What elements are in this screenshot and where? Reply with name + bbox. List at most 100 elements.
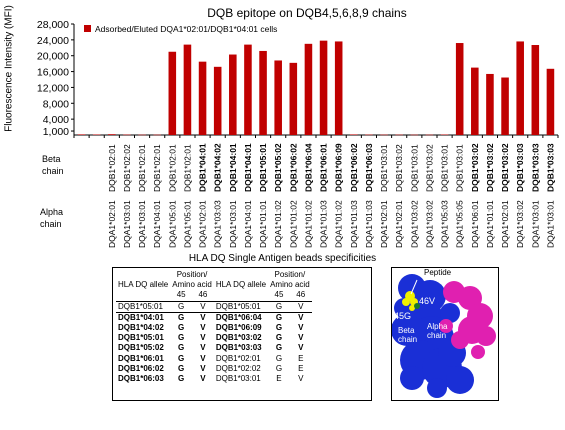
allele-table-body: DQB1*05:01 G V DQB1*05:01 G V DQB1*04:01 G V DQB1…	[116, 301, 312, 384]
table-cell-a2-46: E	[298, 363, 304, 373]
table-cell-a1: DQB1*05:02	[118, 343, 164, 353]
beta-chain-tick-label: DQB1*03:01	[440, 144, 450, 192]
table-row: DQB1*05:01 G V DQB1*05:01 G V	[116, 301, 312, 312]
beta-chain-tick-label: DQB1*02:01	[107, 144, 117, 192]
table-header-45-b: 45	[268, 290, 290, 302]
alpha-chain-tick-label: DQA1*03:01	[530, 200, 540, 248]
table-row: DQB1*06:02 G V DQB1*02:02 G E	[116, 364, 312, 374]
alpha-chain-tick-label: DQA1*03:01	[545, 200, 555, 248]
alpha-chain-tick-label: DQA1*05:01	[167, 200, 177, 248]
legend-swatch	[84, 25, 91, 32]
beta-chain-tick-label: DQB1*02:01	[137, 144, 147, 192]
alpha-chain-tick-label: DQA1*01:03	[319, 200, 329, 248]
bar	[380, 134, 388, 136]
beta-structure-line2: chain	[398, 335, 418, 344]
beta-chain-tick-label: DQB1*04:02	[213, 143, 223, 192]
table-cell-a2: DQB1*02:02	[215, 363, 261, 373]
table-row: DQB1*06:03 G V DQB1*03:01 E V	[116, 374, 312, 384]
table-cell-a2-45: G	[275, 301, 283, 311]
alpha-row-label-line2: chain	[40, 219, 62, 229]
table-cell-a1: DQB1*06:02	[118, 363, 164, 373]
beta-chain-tick-label: DQB1*04:01	[243, 143, 253, 192]
bar	[123, 134, 131, 136]
y-tick-label: 16,000	[37, 67, 69, 79]
beta-chain-tick-label: DQB1*02:01	[182, 144, 192, 192]
alpha-chain-tick-label: DQA1*02:01	[394, 200, 404, 248]
pos45-label: 45G	[394, 311, 412, 321]
bar	[486, 73, 494, 135]
alpha-structure-line2: chain	[427, 331, 447, 340]
table-cell-a2-45: G	[268, 311, 290, 323]
table-cell-a2: DQB1*03:03	[215, 343, 262, 353]
alpha-chain-tick-label: DQA1*01:03	[349, 200, 359, 248]
pos46-label: 46V	[419, 296, 436, 306]
bar	[244, 44, 252, 135]
table-header-blank-2	[213, 290, 269, 302]
beta-chain-tick-label: DQB1*03:02	[500, 143, 510, 192]
table-header-allele-1	[116, 270, 170, 280]
alpha-chain-tick-label: DQA1*01:02	[334, 200, 344, 248]
bar	[259, 50, 267, 136]
table-header-position-2: Position/	[274, 270, 306, 280]
table-cell-a1-45: G	[178, 353, 185, 363]
alpha-chain-tick-label: DQA1*05:03	[440, 200, 450, 248]
beta-row-label-line2: chain	[42, 166, 64, 176]
alpha-chain-tick-label: DQA1*03:02	[424, 200, 434, 248]
beta-chain-tick-label: DQB1*03:01	[455, 144, 465, 192]
bar	[546, 68, 555, 135]
beta-chain-surface	[400, 366, 424, 390]
table-cell-a1-46: V	[200, 343, 206, 353]
alpha-chain-tick-label: DQA1*03:02	[515, 200, 525, 248]
bar	[168, 51, 177, 135]
beta-chain-tick-label: DQB1*04:01	[198, 143, 208, 192]
bar	[138, 134, 146, 136]
alpha-chain-tick-label: DQA1*01:02	[303, 200, 313, 248]
table-cell-a2-45: G	[275, 363, 283, 373]
bar	[92, 134, 101, 136]
beta-chain-tick-label: DQB1*03:02	[485, 143, 495, 192]
table-cell-a2-46: V	[289, 311, 312, 323]
legend: Adsorbed/Eluted DQA1*02:01/DQB1*04:01 ce…	[84, 24, 277, 34]
bar	[531, 45, 540, 136]
peptide-label: Peptide	[424, 268, 452, 277]
table-cell-a2: DQB1*03:01	[215, 373, 261, 383]
beta-chain-tick-label: DQB1*03:01	[379, 144, 389, 192]
y-tick-label: 24,000	[37, 35, 69, 47]
beta-chain-tick-label: DQB1*03:01	[409, 144, 419, 192]
table-header-46-a: 46	[192, 290, 214, 302]
beta-chain-tick-label: DQB1*02:01	[152, 144, 162, 192]
table-row: DQB1*04:01 G V DQB1*06:04 G V	[116, 311, 312, 323]
beta-chain-tick-label: DQB1*03:02	[394, 144, 404, 192]
table-row: DQB1*06:01 G V DQB1*02:01 G E	[116, 354, 312, 364]
beta-chain-tick-label: DQB1*05:01	[258, 143, 268, 192]
bar	[213, 66, 222, 135]
beta-chain-tick-label: DQB1*06:02	[288, 143, 298, 192]
table-cell-a1-46: V	[200, 373, 206, 383]
table-cell-a1: DQB1*06:01	[118, 353, 164, 363]
alpha-chain-surface	[471, 345, 485, 359]
table-cell-a1-45: G	[178, 343, 185, 353]
table-cell-a2-46: V	[298, 343, 304, 353]
alpha-chain-tick-label: DQA1*03:03	[213, 200, 223, 248]
beta-chain-tick-label: DQB1*04:01	[228, 143, 238, 192]
table-row: DQB1*04:02 G V DQB1*06:09 G V	[116, 323, 312, 333]
beta-chain-tick-label: DQB1*03:03	[515, 143, 525, 192]
table-cell-a2-46: V	[298, 333, 304, 343]
table-cell-a2-46: E	[298, 353, 304, 363]
alpha-chain-tick-label: DQA1*04:01	[243, 200, 253, 248]
bar	[471, 67, 479, 135]
molecule-structure-image: Peptide 46V 45G Beta chain Alpha chain	[391, 267, 499, 401]
alpha-chain-tick-label: DQA1*01:01	[258, 200, 268, 248]
beta-chain-tick-label: DQB1*06:03	[364, 143, 374, 192]
alpha-chain-tick-label: DQA1*02:01	[198, 200, 208, 248]
bar	[77, 134, 86, 135]
y-tick-label: 12,000	[37, 82, 69, 94]
beta-chain-tick-label: DQB1*02:02	[122, 144, 132, 192]
table-cell-a1-45: G	[178, 301, 185, 311]
beta-chain-tick-label: DQB1*03:02	[470, 143, 480, 192]
alpha-chain-tick-label: DQA1*03:01	[228, 200, 238, 248]
alpha-chain-surface	[451, 331, 469, 349]
beta-chain-tick-label: DQB1*03:02	[424, 144, 434, 192]
